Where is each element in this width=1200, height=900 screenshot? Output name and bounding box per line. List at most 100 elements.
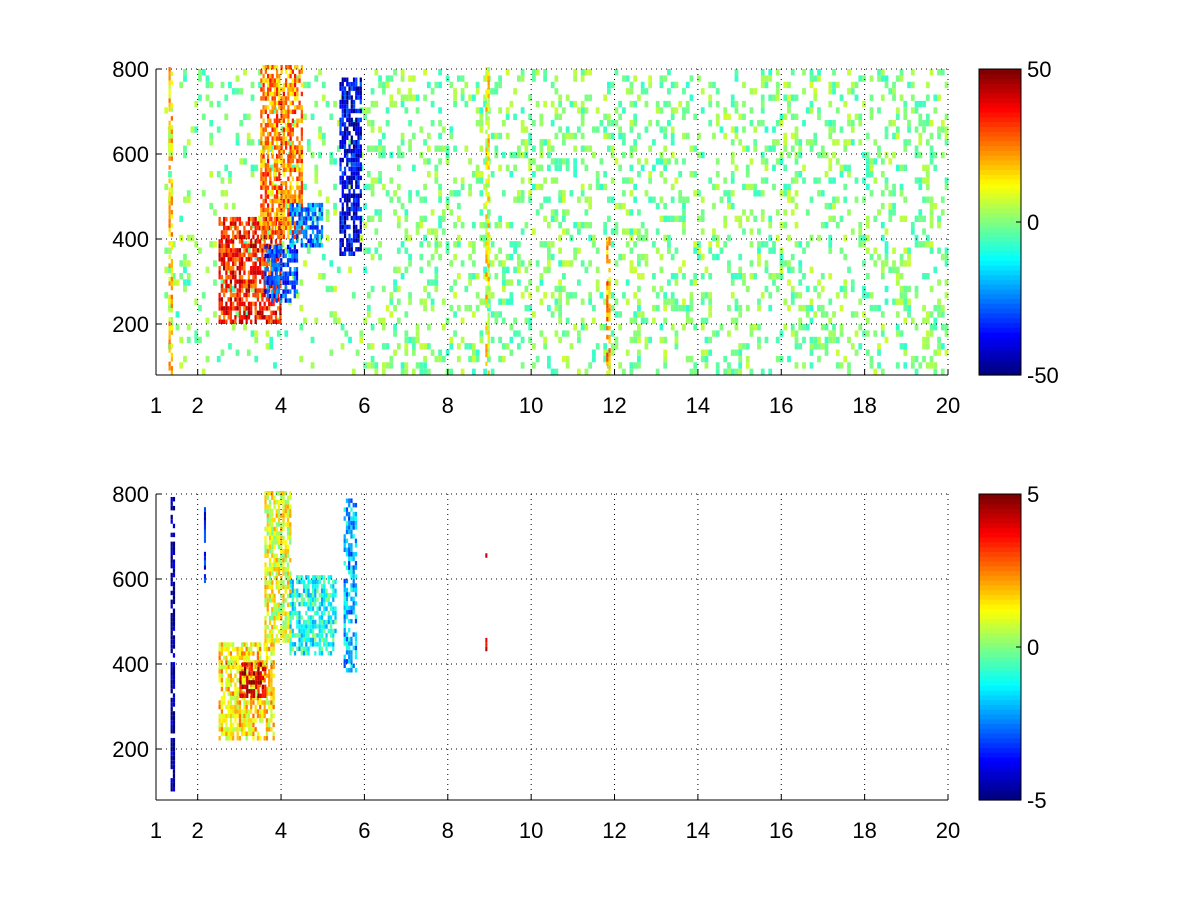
heatmap-cell <box>539 183 544 191</box>
heatmap-cell <box>264 253 267 259</box>
heatmap-cell <box>794 336 799 344</box>
heatmap-cell <box>314 579 317 585</box>
heatmap-cell <box>607 196 611 203</box>
heatmap-cell <box>266 249 269 254</box>
heatmap-cell <box>903 362 908 369</box>
heatmap-cell <box>346 180 349 185</box>
heatmap-cell <box>311 637 315 643</box>
heatmap-cell <box>400 362 405 369</box>
heatmap-cell <box>385 107 390 114</box>
heatmap-cell <box>220 709 224 714</box>
heatmap-cell <box>296 158 299 164</box>
heatmap-cell <box>554 285 559 293</box>
heatmap-cell <box>599 183 604 191</box>
heatmap-cell <box>265 343 270 350</box>
heatmap-cell <box>608 334 611 340</box>
heatmap-cell <box>485 227 488 233</box>
heatmap-cell <box>790 330 795 337</box>
heatmap-cell <box>213 260 217 267</box>
heatmap-cell <box>280 244 283 250</box>
heatmap-cell <box>606 241 609 246</box>
heatmap-cell <box>250 164 255 171</box>
heatmap-cell <box>453 145 457 152</box>
heatmap-cell <box>298 615 301 620</box>
heatmap-cell <box>170 303 174 309</box>
heatmap-cell <box>183 253 187 261</box>
heatmap-cell <box>314 211 317 217</box>
heatmap-cell <box>922 273 926 280</box>
heatmap-cell <box>817 234 821 242</box>
heatmap-cell <box>408 292 412 299</box>
heatmap-cell <box>269 216 272 222</box>
heatmap-cell <box>309 597 312 602</box>
heatmap-cell <box>277 557 281 563</box>
heatmap-cell <box>787 107 791 114</box>
heatmap-cell <box>730 279 735 286</box>
heatmap-cell <box>257 675 260 681</box>
heatmap-cell <box>291 584 294 589</box>
heatmap-cell <box>298 189 301 195</box>
heatmap-cell <box>346 215 349 221</box>
heatmap-cell <box>355 90 358 96</box>
heatmap-cell <box>697 215 701 222</box>
heatmap-cell <box>546 253 551 261</box>
heatmap-cell <box>265 646 269 652</box>
heatmap-cell <box>370 120 375 127</box>
heatmap-cell <box>832 196 836 203</box>
heatmap-cell <box>289 629 292 634</box>
heatmap-cell <box>760 209 765 216</box>
heatmap-cell <box>817 336 821 344</box>
heatmap-cell <box>339 175 342 181</box>
heatmap-cell <box>460 336 465 344</box>
heatmap-cell <box>254 642 257 647</box>
heatmap-cell <box>250 216 253 222</box>
heatmap-cell <box>311 243 315 248</box>
heatmap-cell <box>265 655 269 661</box>
heatmap-cell <box>895 113 900 120</box>
heatmap-cell <box>252 292 255 298</box>
colorbar-segment <box>979 351 1021 357</box>
heatmap-cell <box>250 139 255 146</box>
heatmap-cell <box>300 642 303 647</box>
heatmap-cell <box>224 202 229 210</box>
heatmap-cell <box>772 139 776 146</box>
heatmap-cell <box>603 324 608 331</box>
heatmap-cell <box>374 177 379 184</box>
colorbar-segment <box>979 174 1021 180</box>
heatmap-cell <box>343 86 347 91</box>
heatmap-cell <box>843 285 848 293</box>
heatmap-cell <box>734 75 739 82</box>
heatmap-cell <box>293 289 296 294</box>
heatmap-cell <box>272 695 275 701</box>
heatmap-cell <box>218 270 221 275</box>
heatmap-cell <box>260 131 263 137</box>
heatmap-cell <box>839 164 844 171</box>
heatmap-cell <box>299 304 304 312</box>
heatmap-cell <box>606 357 609 362</box>
heatmap-cell <box>487 348 490 353</box>
heatmap-cell <box>271 517 274 523</box>
heatmap-cell <box>284 109 288 115</box>
heatmap-cell <box>268 655 271 661</box>
heatmap-cell <box>291 243 294 248</box>
heatmap-cell <box>370 126 375 133</box>
heatmap-cell <box>483 298 487 305</box>
heatmap-cell <box>225 310 228 316</box>
heatmap-cell <box>289 601 292 607</box>
heatmap-cell <box>254 306 257 311</box>
heatmap-cell <box>234 221 237 226</box>
heatmap-cell <box>618 362 623 369</box>
heatmap-cell <box>700 196 705 203</box>
heatmap-cell <box>865 247 870 254</box>
heatmap-cell <box>303 260 307 267</box>
heatmap-cell <box>715 171 720 178</box>
heatmap-cell <box>278 189 281 195</box>
heatmap-cell <box>779 190 784 197</box>
heatmap-cell <box>250 704 253 710</box>
heatmap-cell <box>802 177 806 184</box>
heatmap-cell <box>839 94 844 101</box>
heatmap-cell <box>213 311 217 318</box>
heatmap-cell <box>260 154 263 159</box>
heatmap-cell <box>862 196 866 203</box>
heatmap-cell <box>933 94 938 101</box>
